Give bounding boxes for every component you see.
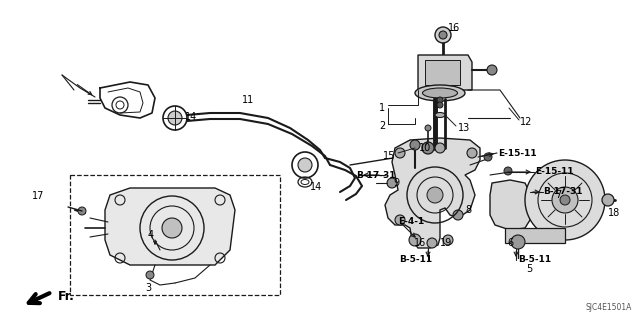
Circle shape (439, 31, 447, 39)
Circle shape (427, 238, 437, 248)
Ellipse shape (422, 88, 458, 98)
Text: 14: 14 (185, 112, 197, 122)
Text: 7: 7 (555, 190, 561, 200)
Circle shape (298, 158, 312, 172)
Polygon shape (385, 138, 480, 248)
Circle shape (422, 142, 434, 154)
Text: B-17-31: B-17-31 (543, 188, 582, 197)
Bar (425, 60, 460, 85)
Circle shape (437, 102, 443, 108)
Circle shape (511, 235, 525, 249)
Text: 10: 10 (419, 143, 431, 153)
Ellipse shape (415, 85, 465, 101)
Circle shape (435, 27, 451, 43)
Circle shape (146, 271, 154, 279)
Text: 1: 1 (379, 103, 385, 113)
Text: 8: 8 (465, 205, 471, 215)
Text: E-15-11: E-15-11 (535, 167, 573, 176)
Text: B-5-11: B-5-11 (399, 256, 433, 264)
Circle shape (437, 97, 443, 103)
Text: 18: 18 (608, 208, 620, 218)
Circle shape (453, 210, 463, 220)
Bar (505, 228, 565, 243)
Text: E-15-11: E-15-11 (498, 149, 536, 158)
Circle shape (487, 65, 497, 75)
Circle shape (560, 195, 570, 205)
Circle shape (435, 143, 445, 153)
Ellipse shape (435, 113, 445, 117)
Text: 11: 11 (242, 95, 254, 105)
Circle shape (427, 187, 443, 203)
Text: 9: 9 (394, 178, 400, 188)
Circle shape (395, 148, 405, 158)
Circle shape (504, 167, 512, 175)
Text: 16: 16 (414, 238, 426, 248)
Text: 5: 5 (526, 264, 532, 274)
Text: 12: 12 (520, 117, 532, 127)
Polygon shape (490, 180, 530, 230)
Bar (70, 175, 280, 295)
Circle shape (552, 187, 578, 213)
Text: SJC4E1501A: SJC4E1501A (586, 303, 632, 312)
Polygon shape (105, 188, 235, 265)
Circle shape (409, 234, 421, 246)
Text: 17: 17 (31, 191, 44, 201)
Text: 2: 2 (379, 121, 385, 131)
Circle shape (467, 148, 477, 158)
Circle shape (78, 207, 86, 215)
Text: E-4-1: E-4-1 (398, 218, 424, 226)
Text: 3: 3 (145, 283, 151, 293)
Text: B-17-31: B-17-31 (356, 170, 396, 180)
Text: 14: 14 (310, 182, 323, 192)
Text: 16: 16 (448, 23, 460, 33)
Text: 4: 4 (148, 230, 154, 240)
Text: 13: 13 (458, 123, 470, 133)
Circle shape (425, 125, 431, 131)
Circle shape (162, 218, 182, 238)
Circle shape (168, 111, 182, 125)
Text: B-5-11: B-5-11 (518, 256, 552, 264)
Circle shape (602, 194, 614, 206)
Circle shape (387, 178, 397, 188)
Circle shape (525, 160, 605, 240)
Polygon shape (418, 55, 472, 90)
Text: 19: 19 (440, 238, 452, 248)
Circle shape (484, 153, 492, 161)
Text: 15: 15 (383, 151, 395, 161)
Circle shape (410, 140, 420, 150)
Text: 6: 6 (507, 238, 513, 248)
Circle shape (395, 215, 405, 225)
Circle shape (443, 235, 453, 245)
Text: Fr.: Fr. (58, 290, 75, 302)
